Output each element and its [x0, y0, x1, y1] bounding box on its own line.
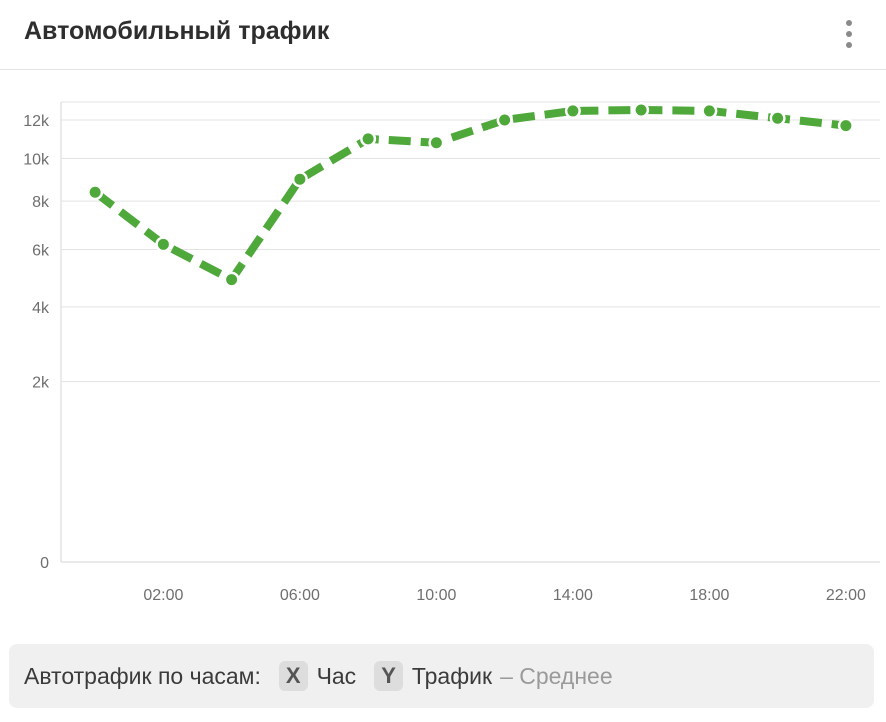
- y-axis-chip[interactable]: Y: [374, 661, 403, 691]
- y-tick-label: 8k: [32, 194, 50, 211]
- y-tick-label: 12k: [23, 113, 50, 130]
- chart-config-bar: Автотрафик по часам: X Час Y Трафик – Ср…: [9, 644, 874, 708]
- data-point: [89, 186, 101, 198]
- x-axis-chip[interactable]: X: [278, 661, 308, 691]
- aggregation-label: – Среднее: [500, 662, 613, 689]
- x-tick-label: 10:00: [416, 587, 456, 604]
- x-axis-ticks: 02:00 06:00 10:00 14:00 18:00 22:00: [143, 587, 866, 604]
- data-point: [226, 274, 238, 286]
- grid-lines: [60, 101, 880, 563]
- config-label: Автотрафик по часам:: [24, 662, 261, 689]
- y-tick-label: 10k: [23, 152, 50, 169]
- y-tick-label: 2k: [32, 375, 50, 392]
- more-vertical-icon[interactable]: [836, 18, 862, 50]
- y-tick-label: 0: [40, 555, 49, 572]
- y-tick-label: 6k: [32, 242, 50, 259]
- line-chart: 0 2k 4k 6k 8k 10k 12k 02:00 06:00 10:00 14:00 18:0…: [23, 101, 880, 604]
- data-point: [772, 112, 784, 124]
- data-point: [703, 105, 715, 117]
- x-field-label[interactable]: Час: [316, 662, 357, 689]
- series-line: [92, 106, 847, 284]
- x-tick-label: 18:00: [689, 587, 729, 604]
- x-tick-label: 02:00: [143, 587, 183, 604]
- card-header: Автомобильный трафик: [0, 0, 886, 70]
- data-point: [635, 104, 647, 116]
- y-tick-label: 4k: [32, 300, 50, 317]
- series-traffic: [87, 102, 854, 288]
- x-tick-label: 06:00: [280, 587, 320, 604]
- data-point: [157, 238, 169, 250]
- data-point: [362, 133, 374, 145]
- y-axis-ticks: 0 2k 4k 6k 8k 10k 12k: [23, 113, 50, 572]
- data-point: [840, 120, 852, 132]
- data-point: [567, 105, 579, 117]
- data-point: [294, 173, 306, 185]
- data-point: [430, 137, 442, 149]
- x-tick-label: 14:00: [553, 587, 593, 604]
- x-tick-label: 22:00: [826, 587, 866, 604]
- data-point: [499, 114, 511, 126]
- y-field-label[interactable]: Трафик: [411, 662, 493, 689]
- chart-title: Автомобильный трафик: [24, 17, 330, 45]
